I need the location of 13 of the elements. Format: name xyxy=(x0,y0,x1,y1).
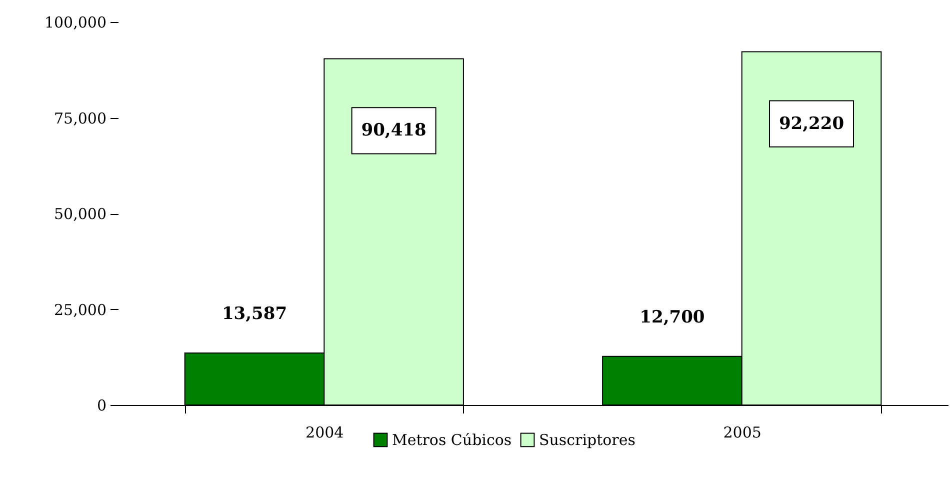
y-tick-label: 25,000 xyxy=(54,300,106,319)
data-label: 90,418 xyxy=(361,120,426,141)
x-tick-label: 2004 xyxy=(306,424,344,442)
data-label: 13,587 xyxy=(222,304,288,324)
data-label: 12,700 xyxy=(640,307,705,328)
legend-label: Suscriptores xyxy=(539,430,636,449)
y-tick-label: 0 xyxy=(96,396,106,414)
y-tick-label: 75,000 xyxy=(54,109,106,128)
y-tick-label: 100,000 xyxy=(44,14,106,32)
legend-label: Metros Cúbicos xyxy=(392,430,512,449)
data-label: 92,220 xyxy=(778,114,844,134)
x-tick-label: 2005 xyxy=(723,424,762,442)
y-tick-label: 50,000 xyxy=(54,205,106,223)
